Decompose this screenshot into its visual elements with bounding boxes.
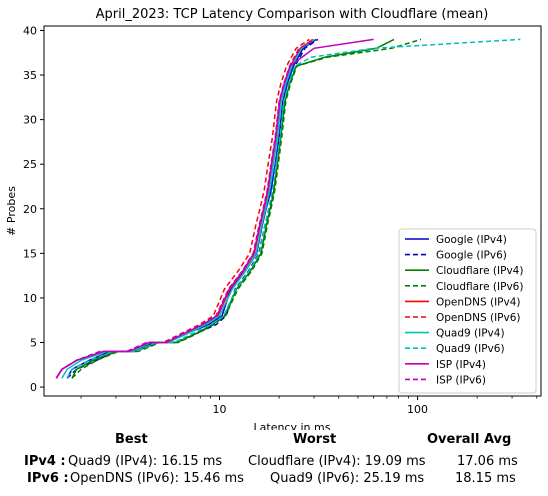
series-line-6: [61, 38, 316, 379]
ipv6-avg: 18.15 ms: [455, 471, 516, 486]
plot-area: [43, 25, 542, 397]
y-axis-label: # Probes: [5, 186, 18, 236]
legend-label: Cloudflare (IPv4): [436, 265, 523, 277]
series-line-8: [55, 38, 374, 379]
y-tick-label: 40: [23, 24, 37, 37]
series-line-5: [55, 38, 310, 379]
legend-box: [398, 228, 537, 394]
series-lines: [55, 38, 521, 379]
legend: Google (IPv4) Google (IPv6) Cloudflare (IP…: [398, 228, 537, 394]
legend-label: OpenDNS (IPv6): [436, 312, 521, 324]
x-tick-label: 10: [212, 403, 226, 416]
best-header: Best: [115, 432, 148, 447]
ipv6-worst: Quad9 (IPv6): 25.19 ms: [270, 471, 425, 486]
series-line-0: [66, 38, 317, 379]
latency-chart: April_2023: TCP Latency Comparison with …: [5, 7, 542, 430]
chart-title: April_2023: TCP Latency Comparison with …: [96, 7, 489, 22]
x-axis: 10 100: [80, 396, 538, 416]
legend-label: OpenDNS (IPv4): [436, 296, 521, 308]
worst-header: Worst: [293, 432, 337, 447]
legend-label: Quad9 (IPv6): [436, 343, 505, 355]
y-tick-label: 20: [23, 203, 37, 216]
series-line-9: [55, 38, 318, 379]
legend-label: Google (IPv4): [436, 234, 507, 246]
legend-label: Cloudflare (IPv6): [436, 281, 523, 293]
ipv6-row-label: IPv6 :: [27, 471, 69, 486]
ipv6-best: OpenDNS (IPv6): 15.46 ms: [70, 471, 244, 486]
y-tick-label: 35: [23, 69, 37, 82]
y-tick-label: 0: [30, 381, 37, 394]
legend-label: Quad9 (IPv4): [436, 328, 505, 340]
y-axis: 0 5 10 15 20 25 30 35 40: [23, 24, 44, 394]
ipv4-worst: Cloudflare (IPv4): 19.09 ms: [248, 454, 426, 469]
series-line-7: [66, 38, 521, 379]
y-tick-label: 25: [23, 158, 37, 171]
x-axis-label: Latency in ms: [254, 421, 331, 430]
legend-label: ISP (IPv6): [436, 374, 486, 386]
ipv4-best: Quad9 (IPv4): 16.15 ms: [68, 454, 223, 469]
ipv4-row-label: IPv4 :: [24, 454, 66, 469]
y-tick-label: 15: [23, 247, 37, 260]
overall-avg-header: Overall Avg: [427, 432, 512, 447]
y-tick-label: 10: [23, 292, 37, 305]
summary-stats: Best Worst Overall Avg IPv4 : Quad9 (IPv…: [0, 430, 548, 496]
legend-label: Google (IPv6): [436, 250, 507, 262]
y-tick-label: 5: [30, 337, 37, 350]
y-tick-label: 30: [23, 114, 37, 127]
x-tick-label: 100: [407, 403, 428, 416]
series-line-1: [66, 38, 319, 379]
series-line-2: [71, 38, 395, 379]
ipv4-avg: 17.06 ms: [457, 454, 518, 469]
series-line-3: [71, 38, 422, 379]
legend-label: ISP (IPv4): [436, 359, 486, 371]
series-line-4: [55, 38, 314, 379]
